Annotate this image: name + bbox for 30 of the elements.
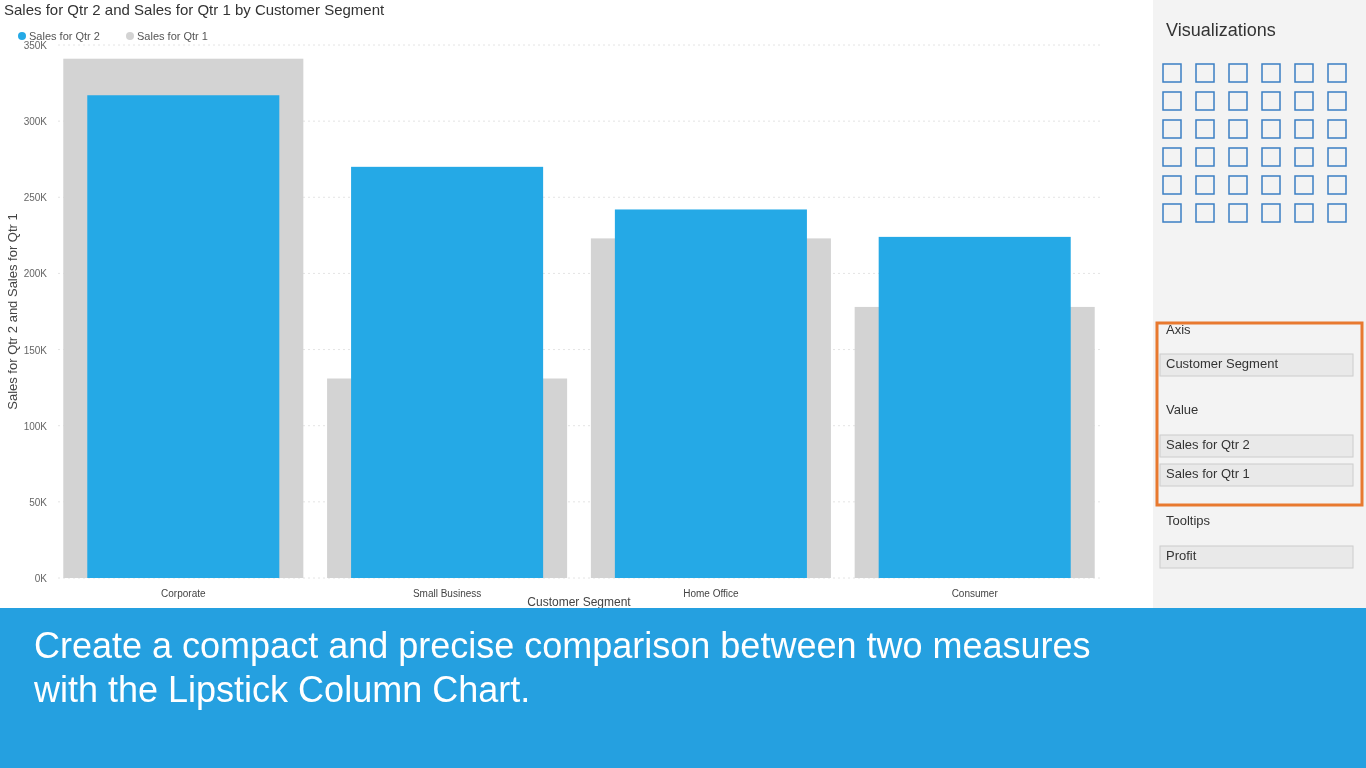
y-tick-label: 200K <box>23 268 48 280</box>
bar <box>614 209 807 578</box>
x-tick-label: Home Office <box>683 588 740 599</box>
text: Tooltips <box>1166 513 1211 528</box>
bar <box>351 166 544 578</box>
y-tick-label: 0K <box>34 573 48 584</box>
y-tick-label: 300K <box>23 116 48 128</box>
y-tick-label: 100K <box>23 420 48 432</box>
legend-label: Sales for Qtr 1 <box>137 30 208 42</box>
text: Customer Segment <box>1166 356 1279 371</box>
y-tick-label: 50K <box>29 496 48 508</box>
bar <box>87 95 280 578</box>
text: Visualizations <box>1166 20 1276 40</box>
y-tick-label: 150K <box>23 344 48 356</box>
text: Profit <box>1166 548 1197 563</box>
x-tick-label: Small Business <box>412 588 482 599</box>
x-tick-label: Corporate <box>161 588 206 599</box>
y-tick-label: 350K <box>23 40 48 51</box>
bar <box>878 236 1071 578</box>
text: Axis <box>1166 322 1192 337</box>
legend-label: Sales for Qtr 2 <box>29 30 100 42</box>
x-axis-title: Customer Segment <box>527 595 632 609</box>
text: Value <box>1166 402 1199 417</box>
y-tick-label: 250K <box>23 192 48 204</box>
text: Create a compact and precise comparison between two measures with the Lipstick Column Chart. <box>33 625 1091 710</box>
text: Sales for Qtr 2 <box>1166 437 1250 452</box>
y-axis-title: Sales for Qtr 2 and Sales for Qtr 1 <box>5 213 20 410</box>
x-tick-label: Consumer <box>951 588 999 599</box>
text: Sales for Qtr 1 <box>1166 466 1250 481</box>
chart-title: Sales for Qtr 2 and Sales for Qtr 1 by Customer Segment <box>4 1 385 18</box>
